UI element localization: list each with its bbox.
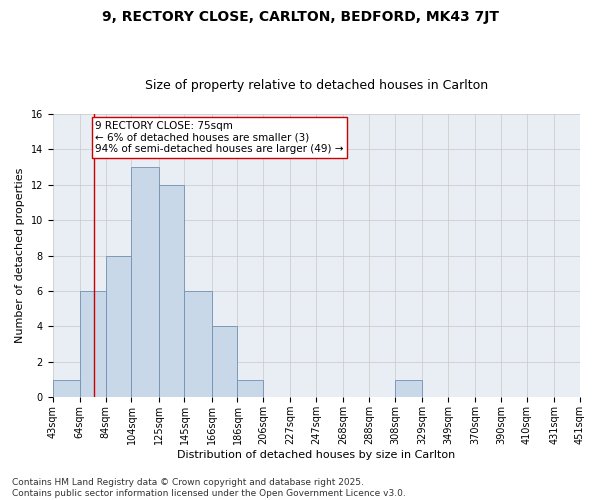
- Bar: [184, 291, 212, 398]
- X-axis label: Distribution of detached houses by size in Carlton: Distribution of detached houses by size …: [177, 450, 455, 460]
- Bar: [131, 167, 158, 398]
- Text: 9 RECTORY CLOSE: 75sqm
← 6% of detached houses are smaller (3)
94% of semi-detac: 9 RECTORY CLOSE: 75sqm ← 6% of detached …: [95, 121, 344, 154]
- Bar: [106, 256, 131, 398]
- Text: Contains HM Land Registry data © Crown copyright and database right 2025.
Contai: Contains HM Land Registry data © Crown c…: [12, 478, 406, 498]
- Bar: [238, 380, 263, 398]
- Bar: [158, 185, 184, 398]
- Bar: [212, 326, 238, 398]
- Y-axis label: Number of detached properties: Number of detached properties: [15, 168, 25, 344]
- Bar: [80, 291, 106, 398]
- Title: Size of property relative to detached houses in Carlton: Size of property relative to detached ho…: [145, 79, 488, 92]
- Bar: [395, 380, 422, 398]
- Text: 9, RECTORY CLOSE, CARLTON, BEDFORD, MK43 7JT: 9, RECTORY CLOSE, CARLTON, BEDFORD, MK43…: [101, 10, 499, 24]
- Bar: [53, 380, 80, 398]
